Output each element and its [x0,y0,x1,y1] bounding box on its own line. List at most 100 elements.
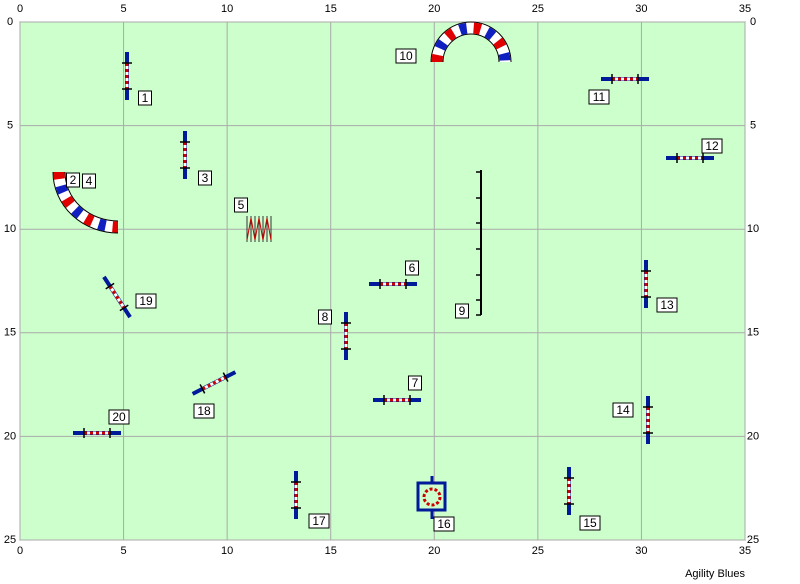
number-box [433,516,455,532]
tunnel-blue [53,171,119,233]
x-tick-label: 15 [325,3,337,15]
number-box [82,173,96,189]
x-tick-label: 0 [17,3,23,15]
jump [341,312,351,360]
jump [601,74,649,84]
number-box [135,293,157,309]
jump-bar-stripes [108,285,126,309]
y-tick-label: 0 [7,16,13,28]
x-tick-label: 25 [532,545,544,557]
field [19,21,746,541]
number-box [395,48,417,64]
dog-walk [476,170,482,316]
obstacles [52,21,714,519]
number-box [405,260,419,276]
jump-post [105,282,115,290]
y-tick-label: 20 [747,430,759,442]
obstacle-number: 8 [322,310,329,324]
x-tick-label: 25 [532,3,544,15]
number-box [701,138,723,154]
obstacle-number: 9 [459,304,466,318]
y-tick-label: 0 [750,16,756,28]
jump [373,395,421,405]
y-tick-label: 25 [747,534,759,546]
y-tick-label: 5 [7,120,13,132]
number-box [318,309,332,325]
obstacle-number: 19 [139,294,153,308]
obstacle-number: 18 [197,404,211,418]
obstacle-number: 3 [202,171,209,185]
number-box [455,303,469,319]
jump-post [119,304,129,312]
number-box [108,409,130,425]
jump [102,275,132,319]
number-box [656,297,678,313]
obstacle-number: 17 [312,514,326,528]
x-tick-label: 35 [739,545,751,557]
obstacle-number: 13 [660,298,674,312]
number-box [579,515,601,531]
tunnel-blue [431,22,511,63]
jump [122,52,132,100]
number-box [234,197,248,213]
weave-path [246,217,272,241]
obstacle-number: 20 [112,410,126,424]
x-tick-label: 15 [325,545,337,557]
y-tick-label: 20 [4,430,16,442]
number-box [408,375,422,391]
x-tick-label: 5 [121,545,127,557]
x-tick-label: 20 [428,545,440,557]
obstacle-number: 12 [705,139,719,153]
jump-bar-stripes [201,375,227,391]
obstacle-number: 4 [86,174,93,188]
obstacle-number: 2 [70,173,77,187]
y-tick-label: 5 [750,120,756,132]
jump [73,428,121,438]
jump [180,131,190,179]
jump [641,260,651,308]
number-box [193,403,215,419]
y-tick-label: 10 [4,223,16,235]
x-tick-label: 10 [221,545,233,557]
y-tick-label: 10 [747,223,759,235]
y-tick-label: 15 [4,327,16,339]
x-tick-label: 35 [739,3,751,15]
x-tick-label: 30 [635,3,647,15]
obstacle-number: 6 [409,261,416,275]
x-tick-label: 10 [221,3,233,15]
footer: Agility Blues [685,568,745,580]
x-tick-label: 5 [121,3,127,15]
obstacle-number: 10 [399,49,413,63]
number-box [66,172,80,188]
number-box [612,402,634,418]
jump [643,396,653,444]
jump [369,279,417,289]
obstacle-number: 16 [437,517,451,531]
jump-post [199,384,206,394]
x-tick-label: 20 [428,3,440,15]
jump [191,370,237,396]
y-tick-label: 15 [747,327,759,339]
x-tick-label: 30 [635,545,647,557]
weave-poles [246,216,272,242]
number-box [198,170,212,186]
number-box [138,90,152,106]
jump [291,471,301,519]
obstacle-number: 5 [238,198,245,212]
obstacle-number: 14 [616,403,630,417]
number-box [308,513,330,529]
table-ring [422,487,442,507]
obstacle-number: 15 [583,516,597,530]
y-tick-label: 25 [4,534,16,546]
number-box [588,89,610,105]
obstacle-number: 1 [142,91,149,105]
obstacle-number: 11 [593,90,606,104]
jump-post [222,372,229,382]
table [416,476,447,519]
jump [666,153,714,163]
obstacle-number: 7 [412,376,419,390]
jump [564,467,574,515]
